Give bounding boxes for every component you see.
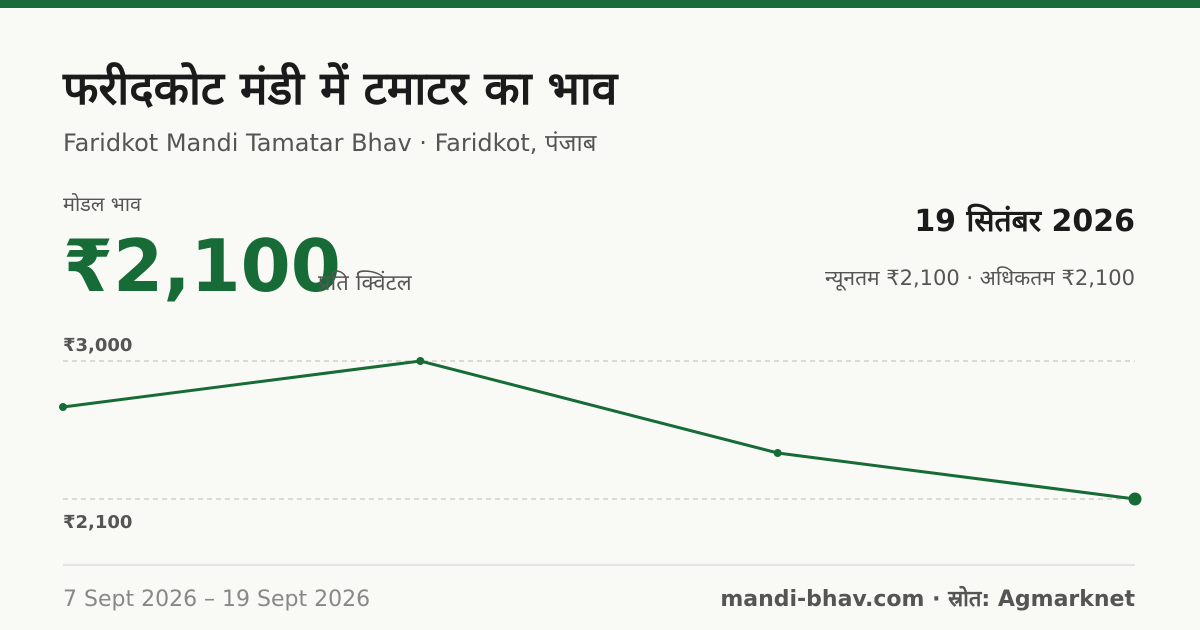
point: [1128, 492, 1142, 506]
source: mandi-bhav.com · स्रोत: Agmarknet: [720, 585, 1135, 612]
y-tick-label: ₹2,100: [63, 512, 132, 533]
point: [416, 357, 425, 365]
plot: ₹2,100 ₹3,000: [59, 335, 1142, 533]
point: [59, 403, 67, 411]
price-unit: प्रति क्विंटल: [318, 270, 413, 296]
y-tick-label: ₹3,000: [63, 335, 132, 356]
price: ₹2,100: [63, 224, 341, 308]
line: [62, 359, 1136, 501]
min-max: न्यूनतम ₹2,100 · अधिकतम ₹2,100: [825, 266, 1135, 291]
price-label: मोडल भाव: [63, 192, 142, 216]
subtitle: Faridkot Mandi Tamatar Bhav · Faridkot, …: [63, 129, 598, 157]
point: [773, 449, 782, 457]
period: 7 Sept 2026 – 19 Sept 2026: [63, 587, 370, 612]
date: 19 सितंबर 2026: [914, 203, 1135, 239]
top-bar: [0, 0, 1200, 8]
title: फरीदकोट मंडी में टमाटर का भाव: [62, 61, 619, 115]
